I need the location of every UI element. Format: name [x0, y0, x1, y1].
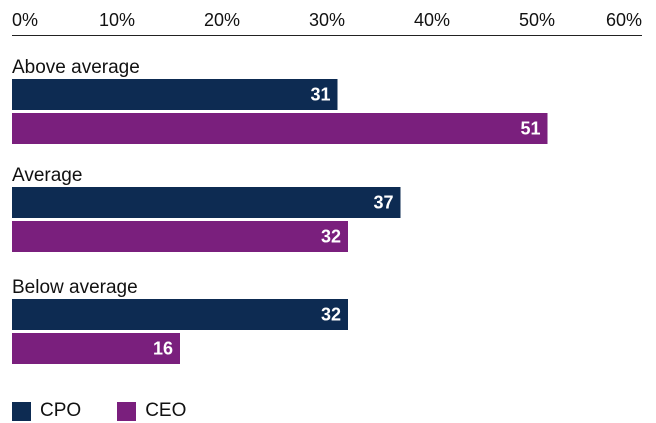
bar-cpo — [12, 299, 348, 330]
bar-cpo — [12, 187, 401, 218]
legend-item-ceo: CEO — [117, 400, 186, 422]
x-tick-label: 30% — [309, 10, 345, 30]
bar-cpo — [12, 79, 338, 110]
x-tick-label: 60% — [606, 10, 642, 30]
bar-ceo — [12, 221, 348, 252]
bar-value-label: 32 — [321, 305, 341, 325]
legend-label-cpo: CPO — [40, 400, 82, 421]
legend: CPO CEO — [12, 400, 222, 422]
legend-label-ceo: CEO — [145, 400, 187, 421]
category-label: Average — [12, 165, 82, 186]
bar-value-label: 32 — [321, 227, 341, 247]
legend-swatch-ceo — [117, 401, 137, 421]
bar-value-label: 16 — [153, 339, 173, 359]
x-tick-label: 50% — [519, 10, 555, 30]
bar-chart: 0% 10% 20% 30% 40% 50% 60% Above average 31 51 Ave… — [12, 10, 642, 364]
category-label: Above average — [12, 57, 140, 78]
category-label: Below average — [12, 277, 138, 298]
x-tick-label: 20% — [204, 10, 240, 30]
x-tick-label: 40% — [414, 10, 450, 30]
bar-value-label: 31 — [310, 85, 330, 105]
x-tick-label: 10% — [99, 10, 135, 30]
legend-item-cpo: CPO — [12, 400, 81, 422]
bar-ceo — [12, 333, 180, 364]
bar-ceo — [12, 113, 548, 144]
bar-value-label: 51 — [520, 119, 540, 139]
x-tick-label: 0% — [12, 10, 38, 30]
legend-swatch-cpo — [12, 401, 31, 421]
bar-value-label: 37 — [373, 193, 393, 213]
